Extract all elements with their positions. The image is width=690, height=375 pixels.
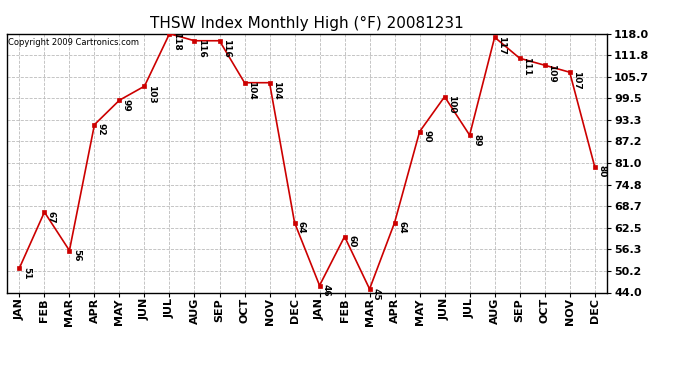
Text: 104: 104 (247, 81, 256, 100)
Text: 104: 104 (272, 81, 281, 100)
Text: 116: 116 (197, 39, 206, 58)
Text: 99: 99 (122, 99, 131, 111)
Text: 103: 103 (147, 85, 156, 104)
Text: 116: 116 (222, 39, 231, 58)
Text: 100: 100 (447, 95, 456, 114)
Text: Copyright 2009 Cartronics.com: Copyright 2009 Cartronics.com (8, 38, 139, 46)
Text: 80: 80 (597, 165, 606, 178)
Text: 109: 109 (547, 64, 556, 82)
Text: 118: 118 (172, 32, 181, 51)
Text: 107: 107 (572, 71, 581, 90)
Text: 89: 89 (472, 134, 481, 146)
Text: 111: 111 (522, 57, 531, 76)
Title: THSW Index Monthly High (°F) 20081231: THSW Index Monthly High (°F) 20081231 (150, 16, 464, 31)
Text: 117: 117 (497, 36, 506, 55)
Text: 51: 51 (22, 267, 31, 279)
Text: 67: 67 (47, 211, 56, 224)
Text: 92: 92 (97, 123, 106, 136)
Text: 45: 45 (372, 288, 381, 300)
Text: 90: 90 (422, 130, 431, 143)
Text: 56: 56 (72, 249, 81, 262)
Text: 64: 64 (297, 221, 306, 234)
Text: 46: 46 (322, 284, 331, 297)
Text: 64: 64 (397, 221, 406, 234)
Text: 60: 60 (347, 235, 356, 248)
